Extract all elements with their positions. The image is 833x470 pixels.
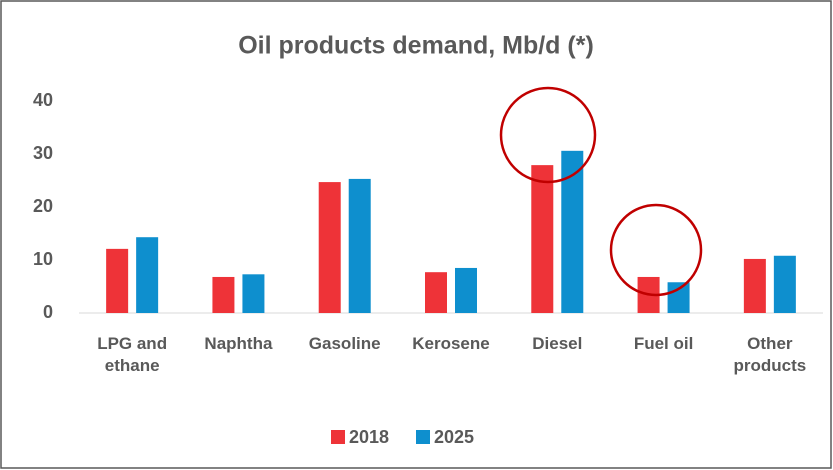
y-tick-label: 30 — [33, 143, 53, 163]
x-tick-label: Naphtha — [204, 334, 273, 353]
y-tick-label: 0 — [43, 302, 53, 322]
x-tick-label: Gasoline — [308, 334, 381, 353]
bar — [773, 255, 796, 313]
bar — [212, 276, 235, 313]
y-tick-label: 20 — [33, 196, 53, 216]
bar — [318, 182, 341, 313]
bar — [531, 165, 554, 313]
x-tick-label: Other products — [733, 334, 807, 375]
bar — [743, 258, 766, 313]
bar — [136, 237, 159, 313]
bar — [242, 274, 265, 313]
bar — [455, 267, 477, 313]
y-tick-label: 10 — [33, 249, 53, 269]
bar — [348, 178, 371, 313]
x-tick-label: LPG and ethane — [97, 334, 168, 375]
highlight-circle — [499, 86, 597, 184]
legend-swatch — [331, 430, 345, 444]
legend-swatch — [416, 430, 430, 444]
x-tick-label: Diesel — [532, 334, 583, 353]
legend-label: 2025 — [434, 427, 474, 447]
x-tick-label: Fuel oil — [633, 334, 694, 353]
chart-title: Oil products demand, Mb/d (*) — [238, 32, 594, 60]
bar — [561, 150, 584, 313]
y-tick-label: 40 — [33, 90, 53, 110]
bar — [106, 248, 129, 313]
highlight-circle — [609, 203, 703, 297]
legend-label: 2018 — [349, 427, 389, 447]
x-tick-label: Kerosene — [412, 334, 490, 353]
bar — [667, 282, 690, 313]
bar — [425, 272, 447, 313]
